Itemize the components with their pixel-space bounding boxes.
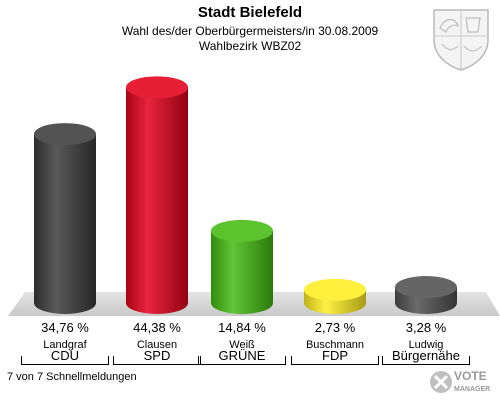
party-bracket-tick <box>200 356 201 365</box>
bar-cdu <box>34 134 96 314</box>
svg-text:MANAGER: MANAGER <box>454 386 490 393</box>
party-underline <box>382 364 470 365</box>
district-label: Wahlbezirk WBZ02 <box>198 39 302 53</box>
party-bracket-tick <box>378 356 379 365</box>
value-label: 2,73 % <box>314 320 356 335</box>
party-bracket-tick <box>469 356 470 365</box>
party-label: Bürgernähe <box>392 348 460 363</box>
party-bracket-tick <box>198 356 199 365</box>
party-bracket-tick <box>382 356 383 365</box>
party-bracket-tick <box>21 356 22 365</box>
party-label: SPD <box>143 348 171 363</box>
party-bracket-tick <box>113 356 114 365</box>
election-subtitle: Wahl des/der Oberbürgermeisters/in 30.08… <box>121 24 379 38</box>
party-label: CDU <box>50 348 80 363</box>
value-label: 44,38 % <box>133 320 181 335</box>
value-label: 14,84 % <box>218 320 266 335</box>
party-bracket-tick <box>291 356 292 365</box>
candidate-name: Ludwig <box>408 339 444 351</box>
bar-cap-grüne <box>211 219 273 242</box>
bar-cap-fdp <box>304 278 366 301</box>
candidate-name: Buschmann <box>305 339 365 351</box>
party-label: FDP <box>322 348 348 363</box>
value-label: 34,76 % <box>41 320 89 335</box>
bar-spd <box>126 87 188 314</box>
party-label: GRÜNE <box>218 348 266 363</box>
party-underline <box>291 364 379 365</box>
bar-cap-spd <box>126 76 188 99</box>
party-bracket-tick <box>285 356 286 365</box>
bar-cap-cdu <box>34 123 96 146</box>
party-underline <box>113 364 201 365</box>
coat-of-arms-icon <box>433 9 489 71</box>
vote-manager-logo: VOTE MANAGER <box>430 369 490 393</box>
page-title: Stadt Bielefeld <box>197 4 303 21</box>
candidate-name: Weiß <box>229 339 255 351</box>
value-label: 3,28 % <box>405 320 447 335</box>
candidate-name: Landgraf <box>43 339 87 351</box>
candidate-name: Clausen <box>136 339 178 351</box>
bar-grüne <box>211 230 273 314</box>
party-underline <box>198 364 286 365</box>
bar-cap-bürgernähe <box>395 276 457 299</box>
svg-text:VOTE: VOTE <box>454 369 487 383</box>
reporting-status: 7 von 7 Schnellmeldungen <box>7 371 137 383</box>
party-bracket-tick <box>108 356 109 365</box>
party-underline <box>21 364 109 365</box>
